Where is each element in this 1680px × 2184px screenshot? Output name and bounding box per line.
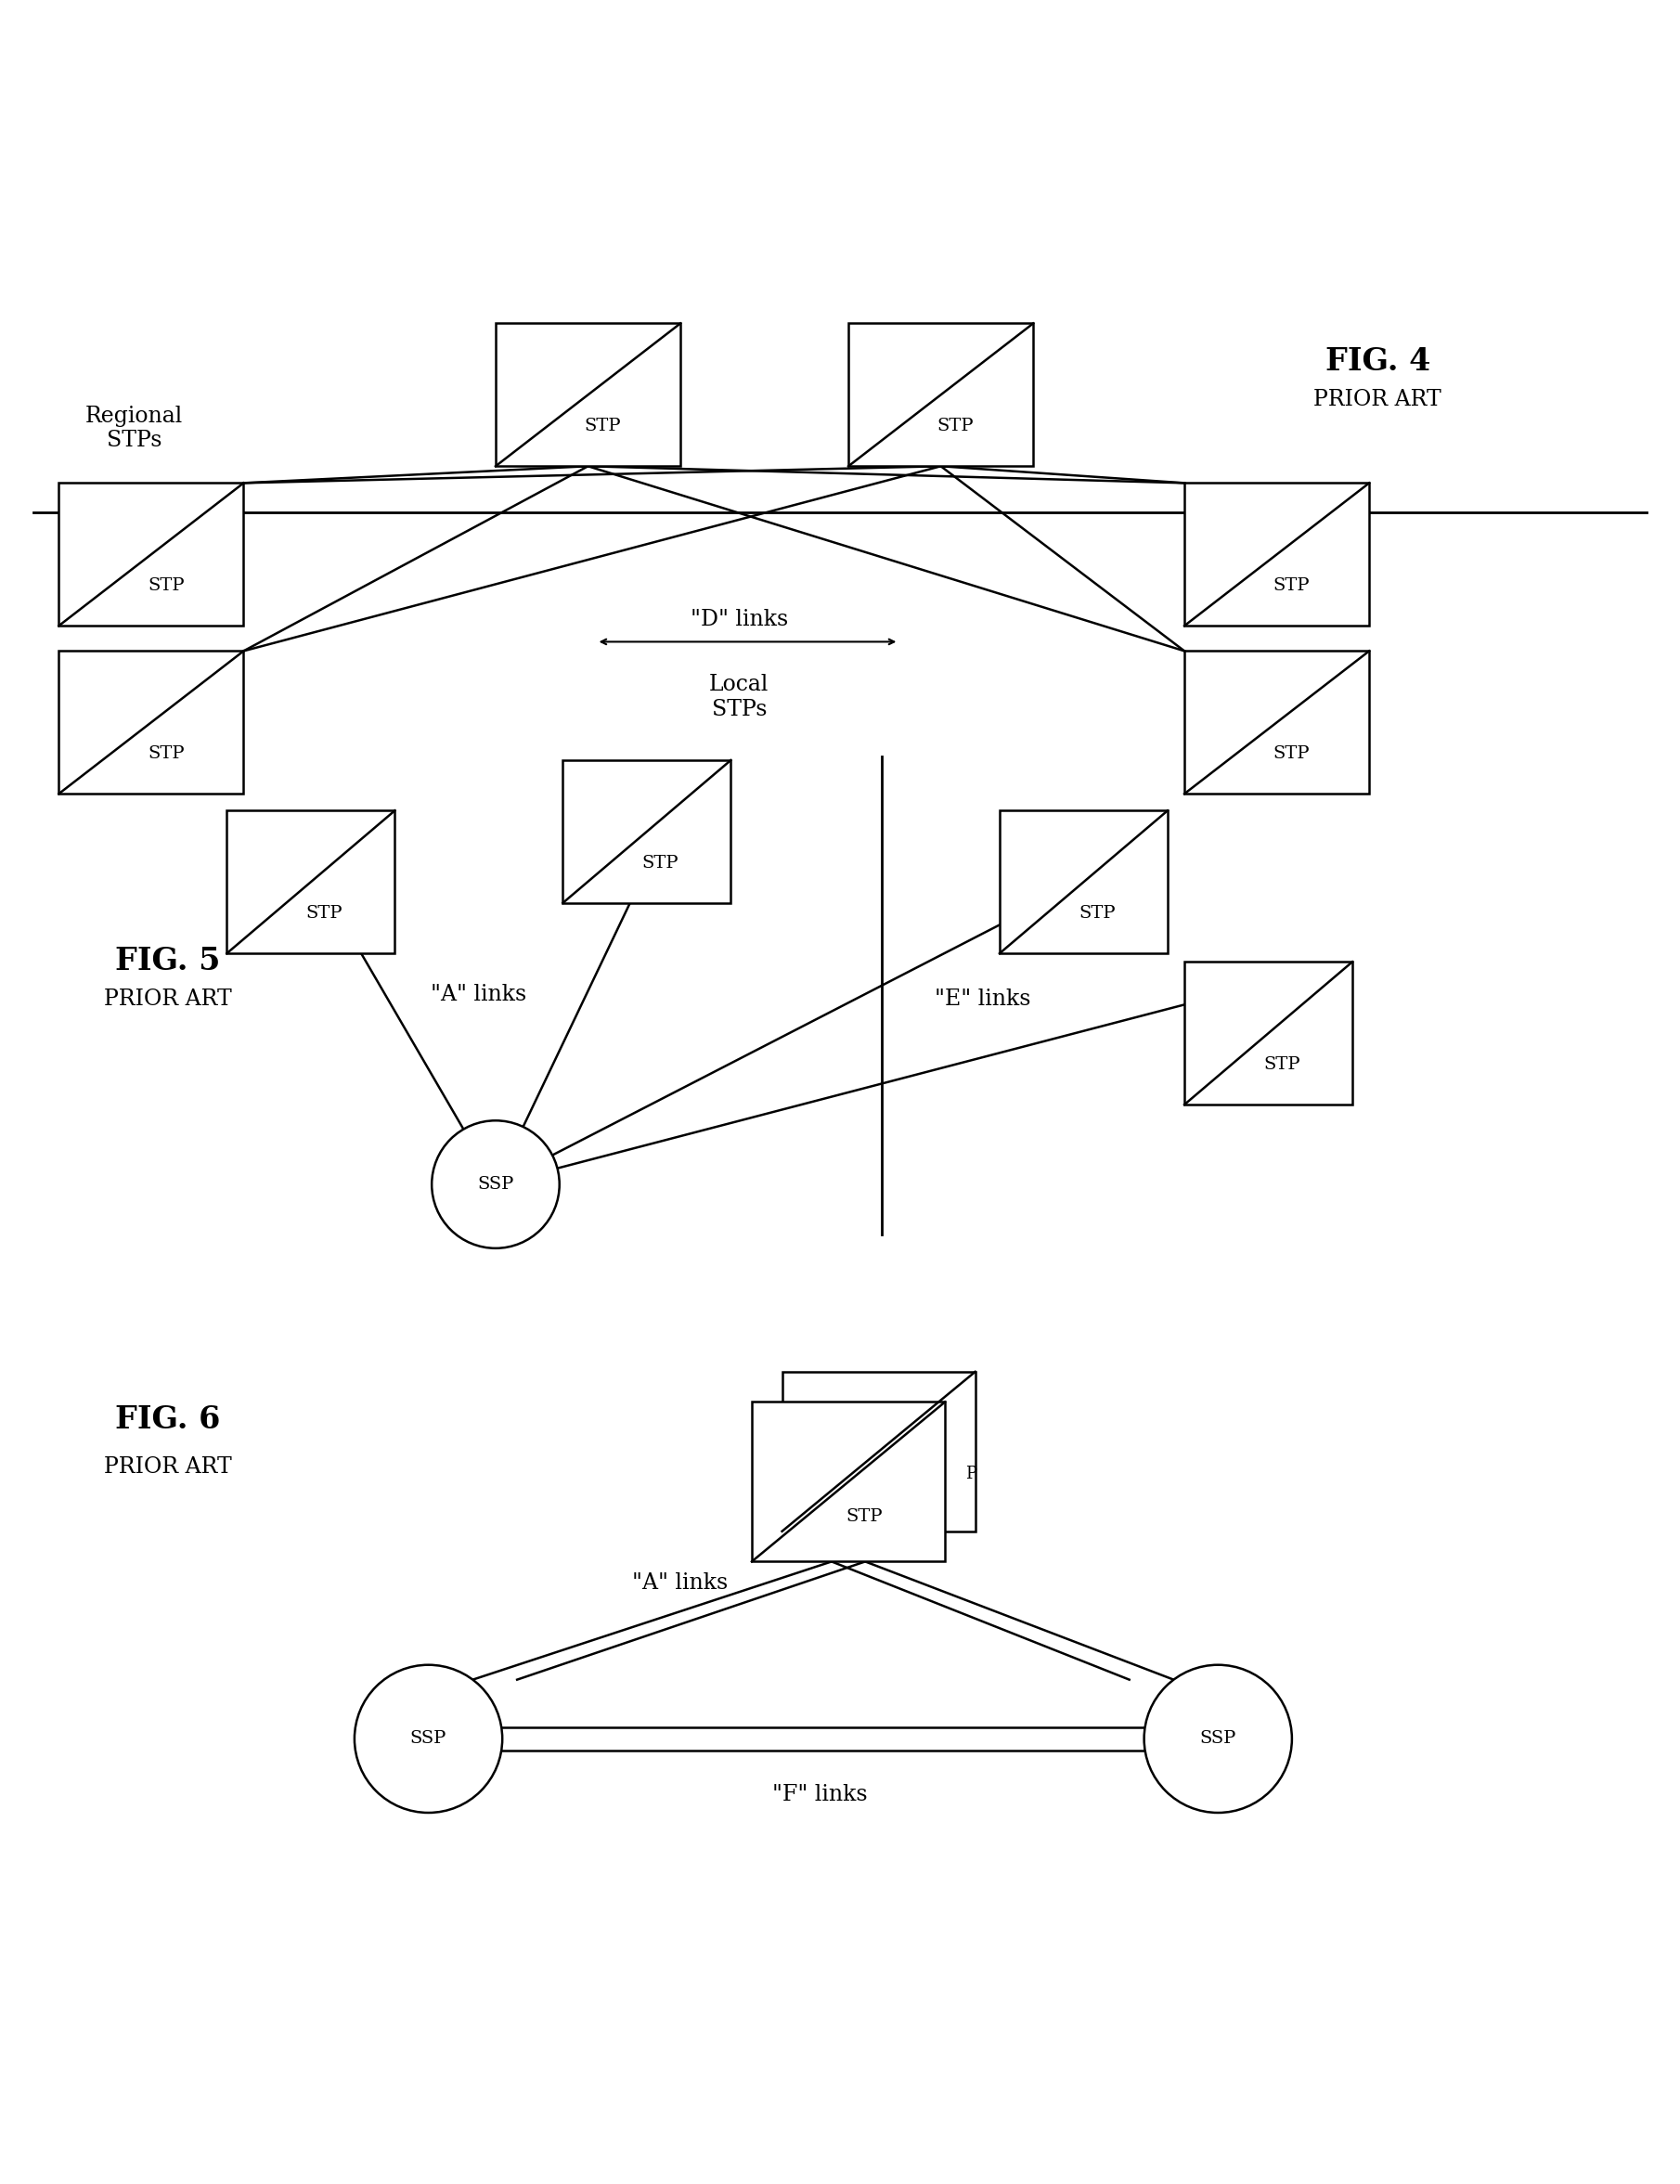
- Text: "E" links: "E" links: [934, 989, 1032, 1011]
- Bar: [563, 760, 731, 902]
- Text: STP: STP: [1079, 904, 1116, 922]
- Bar: [1000, 810, 1168, 954]
- Text: "F" links: "F" links: [773, 1784, 867, 1804]
- Bar: [753, 1402, 944, 1562]
- Circle shape: [1144, 1664, 1292, 1813]
- Text: FIG. 4: FIG. 4: [1326, 345, 1430, 376]
- Text: "D" links: "D" links: [690, 609, 788, 629]
- Text: SSP: SSP: [410, 1730, 447, 1747]
- Text: PRIOR ART: PRIOR ART: [104, 1457, 232, 1476]
- Text: Local
STPs: Local STPs: [709, 675, 769, 721]
- Text: "A" links: "A" links: [632, 1572, 729, 1594]
- Bar: [783, 1372, 974, 1531]
- Text: PRIOR ART: PRIOR ART: [1314, 389, 1441, 411]
- Bar: [1184, 961, 1352, 1105]
- Text: STP: STP: [845, 1509, 882, 1524]
- Text: Regional
STPs: Regional STPs: [86, 406, 183, 452]
- Text: STP: STP: [937, 417, 974, 435]
- Text: STP: STP: [1273, 577, 1310, 594]
- Bar: [59, 483, 244, 627]
- Bar: [848, 323, 1033, 465]
- Bar: [227, 810, 395, 954]
- Text: PRIOR ART: PRIOR ART: [104, 989, 232, 1011]
- Bar: [1184, 483, 1369, 627]
- Text: FIG. 5: FIG. 5: [116, 946, 220, 976]
- Text: FIG. 6: FIG. 6: [116, 1404, 220, 1435]
- Text: STP: STP: [1263, 1057, 1300, 1072]
- Circle shape: [354, 1664, 502, 1813]
- Bar: [59, 651, 244, 793]
- Text: P: P: [966, 1465, 976, 1483]
- Text: STP: STP: [642, 854, 679, 871]
- Circle shape: [432, 1120, 559, 1249]
- Text: "A" links: "A" links: [430, 983, 528, 1005]
- Text: SSP: SSP: [477, 1175, 514, 1192]
- Bar: [1184, 651, 1369, 793]
- Text: STP: STP: [148, 745, 185, 762]
- Text: STP: STP: [306, 904, 343, 922]
- Text: STP: STP: [148, 577, 185, 594]
- Text: SSP: SSP: [1200, 1730, 1236, 1747]
- Text: STP: STP: [585, 417, 622, 435]
- Text: STP: STP: [1273, 745, 1310, 762]
- Bar: [496, 323, 680, 465]
